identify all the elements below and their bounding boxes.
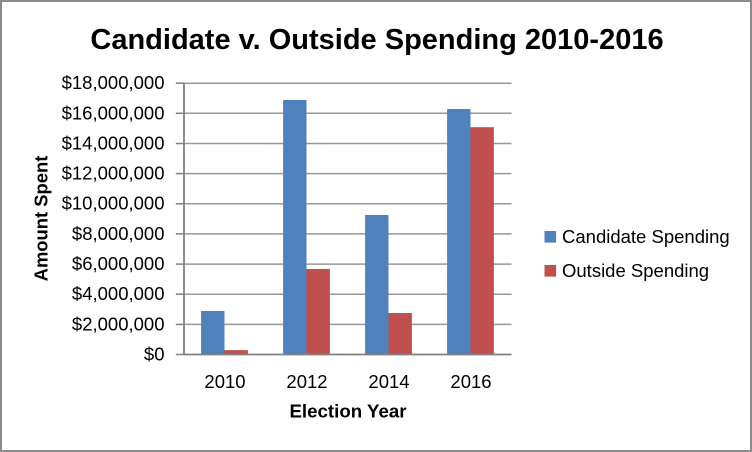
svg-text:$16,000,000: $16,000,000: [62, 102, 165, 123]
svg-text:$10,000,000: $10,000,000: [62, 193, 165, 214]
svg-text:$4,000,000: $4,000,000: [72, 283, 165, 304]
svg-text:Outside Spending: Outside Spending: [562, 260, 709, 281]
svg-text:$8,000,000: $8,000,000: [72, 223, 165, 244]
svg-text:Candidate v. Outside Spending: Candidate v. Outside Spending 2010-2016: [90, 24, 663, 56]
svg-text:2016: 2016: [450, 371, 491, 392]
svg-text:2014: 2014: [368, 371, 409, 392]
svg-text:$14,000,000: $14,000,000: [62, 132, 165, 153]
svg-text:$6,000,000: $6,000,000: [72, 253, 165, 274]
svg-text:Election Year: Election Year: [289, 401, 406, 422]
svg-text:Amount Spent: Amount Spent: [31, 156, 52, 282]
svg-text:2012: 2012: [286, 371, 327, 392]
svg-text:2010: 2010: [204, 371, 245, 392]
svg-text:$0: $0: [144, 343, 165, 364]
svg-text:$2,000,000: $2,000,000: [72, 313, 165, 334]
svg-text:Candidate Spending: Candidate Spending: [562, 226, 730, 247]
svg-text:$18,000,000: $18,000,000: [62, 72, 165, 93]
svg-text:$12,000,000: $12,000,000: [62, 163, 165, 184]
